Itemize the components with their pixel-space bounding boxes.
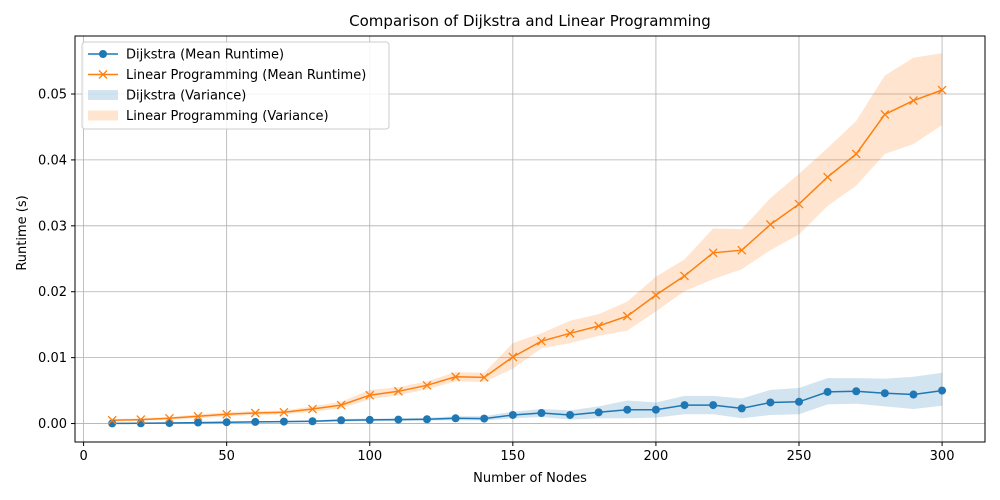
legend: Dijkstra (Mean Runtime) Linear Programmin… <box>81 41 390 130</box>
linear-programming-point <box>823 172 833 182</box>
dijkstra-point <box>308 417 317 426</box>
linear-programming-point <box>794 199 804 209</box>
dijkstra-point <box>566 410 575 419</box>
dijkstra-point <box>422 415 431 424</box>
x-tick-label: 0 <box>79 449 87 464</box>
linear-programming-point <box>908 96 918 106</box>
dijkstra-point <box>337 416 346 425</box>
linear-programming-point <box>508 352 518 362</box>
dijkstra-point <box>794 397 803 406</box>
linear-programming-point <box>250 408 260 418</box>
linear-programming-point <box>680 271 689 281</box>
dijkstra-point <box>480 414 489 423</box>
legend-dijkstra-line-label: Dijkstra (Mean Runtime) <box>126 48 284 63</box>
x-tick-label: 100 <box>357 449 382 464</box>
x-tick-label: 250 <box>787 449 812 464</box>
x-tick-label: 150 <box>500 449 525 464</box>
dijkstra-point <box>623 405 632 414</box>
linear-programming-point <box>308 404 317 414</box>
dijkstra-point <box>766 398 775 407</box>
legend-dijkstra-band-swatch <box>88 90 118 100</box>
dijkstra-point <box>451 414 460 423</box>
x-tick-label: 50 <box>218 449 235 464</box>
dijkstra-point <box>508 410 517 419</box>
linear-programming-point <box>107 415 117 425</box>
linear-programming-point <box>136 415 146 425</box>
linear-programming-point <box>479 372 489 382</box>
linear-programming-point <box>365 390 375 400</box>
plot-frame <box>74 35 986 443</box>
linear-programming-point <box>622 311 632 321</box>
linear-programming-point <box>164 413 174 423</box>
linear-programming-point <box>737 245 747 255</box>
linear-programming-point <box>880 109 890 119</box>
legend-linear-programming-marker <box>98 70 108 79</box>
dijkstra-point <box>194 418 203 427</box>
x-axis-ticks: 0 50 100 150 200 250 300 <box>79 442 954 464</box>
linear-programming-point <box>451 372 461 382</box>
dijkstra-point <box>537 409 546 417</box>
linear-programming-point <box>536 336 546 346</box>
dijkstra-point <box>852 387 861 396</box>
series-markers <box>107 85 947 428</box>
legend-linear-programming-line-label: Linear Programming (Mean Runtime) <box>126 68 366 83</box>
y-tick-label: 0.02 <box>38 285 67 300</box>
linear-programming-point <box>937 85 947 95</box>
linear-programming-point <box>193 411 203 421</box>
y-axis-ticks: 0.00 0.01 0.02 0.03 0.04 0.05 <box>38 88 75 432</box>
linear-programming-point <box>279 407 289 417</box>
dijkstra-point <box>251 417 260 426</box>
dijkstra-point <box>880 389 889 398</box>
dijkstra-variance-band <box>112 372 943 424</box>
dijkstra-point <box>909 390 918 399</box>
x-tick-label: 200 <box>643 449 668 464</box>
linear-programming-point <box>422 380 432 390</box>
linear-programming-point <box>336 400 346 410</box>
y-tick-label: 0.03 <box>38 219 67 234</box>
grid <box>75 36 985 442</box>
linear-programming-point <box>651 290 661 300</box>
legend-linear-programming-band-swatch <box>88 110 118 121</box>
legend-linear-programming-band-label: Linear Programming (Variance) <box>126 109 329 124</box>
y-tick-label: 0.05 <box>38 88 67 103</box>
linear-programming-point <box>851 149 861 159</box>
dijkstra-point <box>394 415 403 424</box>
dijkstra-point <box>737 404 746 413</box>
series-lines <box>112 89 943 425</box>
dijkstra-point <box>680 401 689 410</box>
x-tick-label: 300 <box>930 449 955 464</box>
chart-title: Comparison of Dijkstra and Linear Progra… <box>349 12 711 30</box>
y-tick-label: 0.00 <box>38 417 67 432</box>
linear-programming-variance-band <box>112 53 943 422</box>
dijkstra-point <box>709 401 718 410</box>
dijkstra-point <box>222 418 231 427</box>
linear-programming-point <box>565 328 575 338</box>
dijkstra-point <box>938 386 947 395</box>
linear-programming-point <box>594 321 604 331</box>
dijkstra-point <box>823 387 832 396</box>
linear-programming-point <box>393 386 403 396</box>
legend-dijkstra-band-label: Dijkstra (Variance) <box>126 89 246 104</box>
linear-programming-mean-line <box>112 89 943 422</box>
dijkstra-point <box>594 408 603 417</box>
dijkstra-point <box>279 417 288 426</box>
linear-programming-point <box>222 409 232 419</box>
legend-box <box>81 41 390 130</box>
dijkstra-point <box>651 405 660 414</box>
linear-programming-point <box>765 220 775 229</box>
y-tick-label: 0.04 <box>38 153 67 168</box>
legend-dijkstra-marker <box>99 50 107 58</box>
linear-programming-point <box>708 248 718 258</box>
dijkstra-mean-line <box>112 389 943 425</box>
dijkstra-point <box>365 415 374 424</box>
variance-bands <box>112 53 943 424</box>
x-axis-label: Number of Nodes <box>473 471 587 486</box>
y-tick-label: 0.01 <box>38 351 67 366</box>
y-axis-label: Runtime (s) <box>15 195 30 270</box>
